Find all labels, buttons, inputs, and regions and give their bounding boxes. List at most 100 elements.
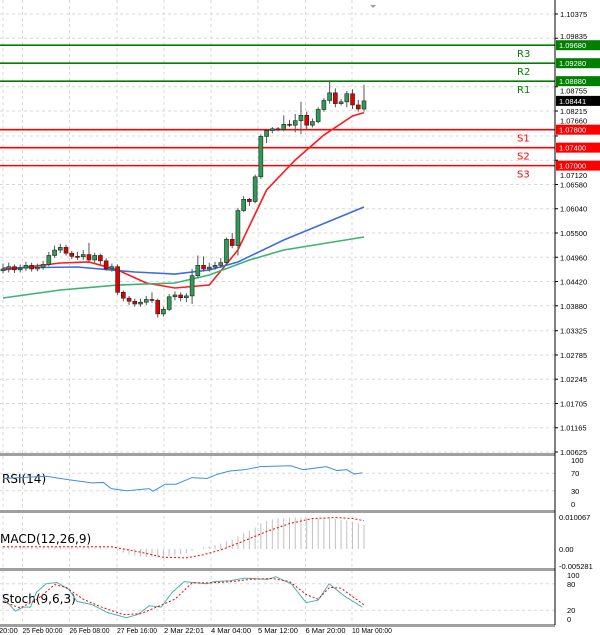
candle-body: [161, 309, 166, 315]
candle-body: [63, 247, 69, 254]
rsi-label: RSI(14): [2, 472, 46, 486]
time-label: 5 Mar 12:00: [258, 626, 298, 635]
candle: [132, 298, 138, 307]
level-price-label: 1.08880: [559, 77, 586, 86]
rsi-line: [2, 465, 363, 492]
candle-body: [126, 297, 132, 302]
candle-body: [103, 260, 109, 270]
candle: [155, 298, 161, 318]
candle: [75, 251, 80, 260]
current-price-label: 1.08441: [559, 97, 586, 106]
stoch-main-line: [2, 576, 363, 619]
rsi-panel: RSI(14) 100 70 30 0: [0, 456, 584, 509]
macd-signal-line: [3, 517, 365, 559]
rsi-tick-label: 30: [571, 487, 579, 496]
candle-body: [166, 296, 172, 310]
price-tick-label: 1.08215: [560, 107, 587, 116]
candle-body: [321, 100, 327, 110]
candle-body: [132, 300, 138, 305]
price-tick-label: 1.01705: [560, 399, 587, 408]
candle: [315, 107, 321, 124]
level-price-label: 1.09680: [559, 41, 586, 50]
candle-body: [155, 300, 161, 315]
price-tick-label: 1.03325: [560, 327, 587, 336]
candle: [92, 252, 97, 263]
level-price-label: 1.07400: [559, 144, 586, 153]
time-label: 6 Mar 20:00: [306, 626, 346, 635]
candle-body: [281, 123, 287, 130]
candles: [0, 80, 367, 318]
candle-body: [355, 104, 361, 110]
chart-shift-icon: [370, 5, 376, 8]
candle-body: [338, 101, 344, 104]
candle: [287, 119, 292, 127]
level-price-label: 1.09280: [559, 59, 586, 68]
candle: [252, 174, 258, 204]
candle-body: [178, 294, 183, 298]
candle-body: [333, 92, 338, 104]
price-tick-label: 1.02785: [560, 351, 587, 360]
candle: [6, 262, 12, 273]
candle: [17, 264, 23, 273]
candle-body: [58, 247, 63, 251]
candle: [58, 243, 63, 253]
level-price-label: 1.07800: [559, 126, 586, 135]
candle: [98, 253, 103, 265]
candle: [333, 88, 338, 108]
time-label: 20:00: [0, 626, 18, 635]
candle: [258, 134, 264, 180]
macd-tick-label: 0.00: [559, 545, 574, 554]
moving-averages: [2, 111, 365, 299]
candle: [218, 258, 224, 269]
stoch-tick-label: 80: [567, 580, 575, 589]
candle: [321, 98, 327, 112]
level-name-r2: R2: [517, 67, 530, 78]
candle: [292, 113, 298, 133]
stoch-label: Stoch(9,6,3): [2, 592, 76, 606]
candle: [264, 128, 269, 144]
candle-body: [315, 109, 321, 122]
candle: [361, 84, 367, 112]
candle: [166, 294, 172, 312]
panel-separator: [0, 624, 555, 627]
price-tick-label: 1.05500: [560, 229, 587, 238]
candle: [103, 258, 109, 271]
level-price-badge: [556, 124, 600, 135]
candle-body: [138, 301, 143, 305]
candle: [143, 295, 149, 305]
price-tick-label: 1.02245: [560, 375, 587, 384]
level-price-badge: [556, 40, 600, 51]
candle-body: [69, 252, 75, 257]
level-price-label: 1.07000: [559, 162, 586, 171]
candle: [23, 261, 29, 271]
time-label: 10 Mar 00:00: [352, 626, 392, 635]
pivot-levels: R3 R2 R1 S1 S2 S3: [0, 44, 555, 181]
grid: [0, 0, 555, 625]
candle: [184, 293, 189, 303]
rsi-tick-label: 100: [571, 456, 584, 465]
candle-body: [247, 199, 252, 202]
candle: [206, 262, 212, 272]
candle-body: [229, 238, 235, 246]
candle-body: [252, 176, 258, 202]
stoch-tick-label: 100: [567, 571, 580, 580]
price-tick-label: 1.04960: [560, 253, 587, 262]
stoch-tick-label: 20: [567, 606, 575, 615]
candle-body: [29, 265, 34, 270]
candle-body: [218, 262, 224, 266]
candle: [149, 292, 155, 304]
candle-body: [12, 266, 17, 271]
level-name-r1: R1: [517, 85, 530, 96]
macd-panel: MACD(12,26,9) 0.010067 0.00 -0.005281: [0, 513, 593, 571]
price-tick-label: 1.01165: [560, 424, 587, 433]
time-label: 4 Mar 04:00: [211, 626, 251, 635]
macd-label: MACD(12,26,9): [0, 532, 91, 546]
price-tick-label: 1.06580: [560, 180, 587, 189]
panel-separator: [0, 453, 555, 456]
level-name-s3: S3: [517, 170, 530, 181]
price-tick-label: 1.06040: [560, 205, 587, 214]
candle: [115, 264, 120, 295]
